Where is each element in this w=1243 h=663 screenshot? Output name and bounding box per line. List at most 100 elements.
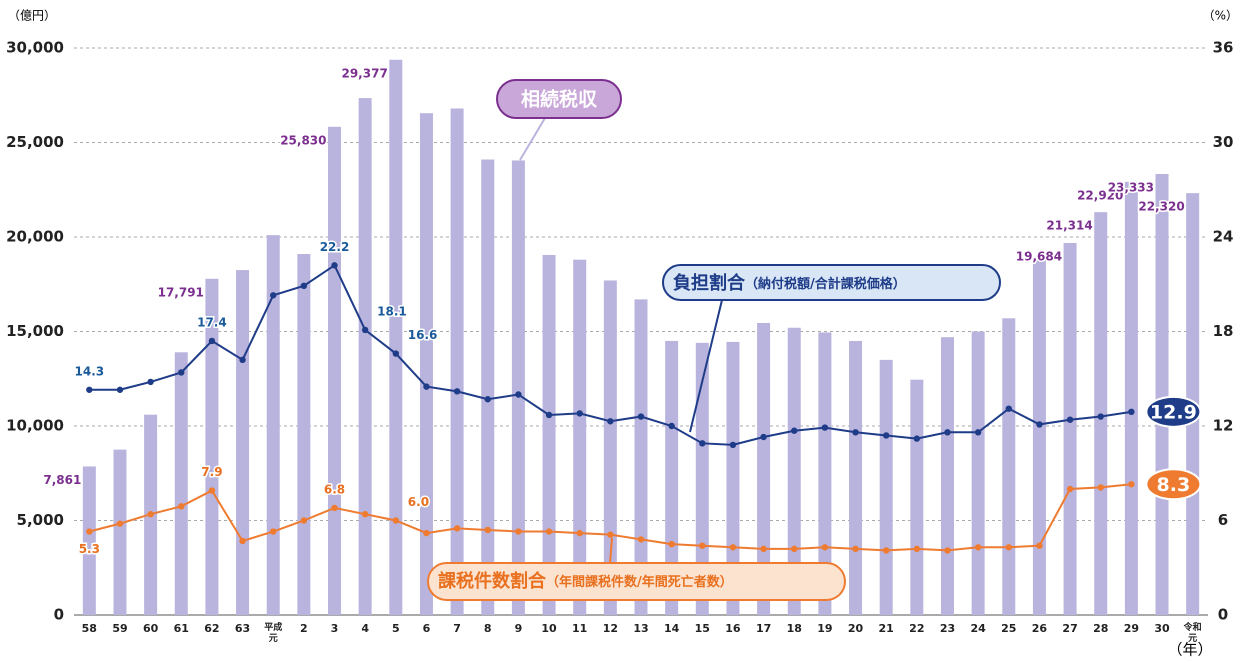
y-axis-label: （億円）: [8, 9, 56, 23]
point: [791, 545, 798, 553]
y-tick-label: 15,000: [6, 322, 64, 340]
point: [423, 529, 430, 537]
bar: [1002, 318, 1016, 615]
point: [392, 350, 400, 357]
bar: [236, 270, 250, 615]
point: [1128, 481, 1135, 488]
bar: [481, 159, 495, 615]
x-tick-label: 9: [515, 622, 523, 635]
bar: [419, 113, 433, 615]
point: [576, 529, 583, 537]
legend-name: 課税件数割合: [438, 570, 547, 592]
x-tick-label: 23: [940, 622, 955, 635]
point: [882, 547, 890, 554]
bar: [266, 235, 280, 616]
x-tick-label: 17: [756, 622, 771, 635]
point: [668, 540, 675, 548]
y2-tick-label: 30: [1213, 133, 1234, 151]
point: [760, 433, 767, 441]
point: [545, 528, 553, 535]
point: [484, 396, 491, 403]
legend-label: 課税件数割合（年間課税件数/年間死亡者数）: [438, 570, 733, 592]
y2-axis-label: （%）: [1203, 9, 1238, 23]
point: [116, 520, 124, 527]
callout-box: [427, 562, 846, 601]
value-label: 14.3: [75, 364, 105, 378]
point: [300, 282, 308, 290]
point: [699, 440, 706, 447]
value-bubble: [1145, 468, 1202, 501]
point: [86, 386, 93, 393]
bar: [113, 449, 127, 615]
point: [208, 337, 216, 345]
x-tick-label: 21: [879, 622, 894, 635]
value-label: 17.4: [197, 315, 227, 329]
bar: [389, 59, 403, 615]
point: [453, 388, 461, 395]
bar: [849, 340, 863, 615]
leader: [609, 537, 613, 564]
point: [147, 378, 154, 386]
value-label: 7.9: [201, 465, 222, 479]
bar: [940, 337, 954, 615]
bar: [695, 342, 709, 615]
bar: [297, 254, 311, 615]
point: [637, 536, 645, 543]
y2-tick-label: 24: [1213, 228, 1234, 246]
point: [515, 391, 522, 398]
y-tick-label: 10,000: [6, 417, 64, 435]
point: [239, 356, 246, 364]
bar-value-label: 22,320: [1138, 200, 1184, 214]
bar: [787, 327, 801, 615]
y-tick-label: 0: [54, 606, 64, 624]
x-tick-label: 62: [204, 622, 219, 635]
point: [1066, 416, 1074, 423]
value-bubble: [1145, 395, 1202, 428]
bar: [358, 98, 372, 615]
value-label: 22.2: [320, 240, 350, 254]
bar: [757, 322, 771, 615]
x-tick-label: 59: [112, 622, 127, 635]
y2-tick-label: 36: [1213, 39, 1234, 57]
point: [515, 528, 522, 535]
point: [852, 545, 859, 553]
point: [239, 537, 246, 545]
x-tick-label: 19: [817, 622, 832, 635]
x-tick-label: 18: [787, 622, 802, 635]
point: [178, 369, 185, 376]
point: [361, 511, 369, 518]
point: [668, 422, 675, 430]
x-tick-label: 60: [143, 622, 159, 635]
x-tick-label: 8: [484, 622, 492, 635]
x-tick-label: 12: [603, 622, 618, 635]
bar: [634, 299, 648, 615]
bar: [82, 466, 96, 615]
point: [423, 383, 430, 390]
bar: [603, 280, 617, 615]
value-label: 6.0: [408, 495, 429, 509]
x-tick-label: 4: [361, 622, 369, 635]
legend-label: 相続税収: [521, 88, 598, 111]
point: [882, 432, 890, 439]
bar: [910, 379, 924, 615]
x-tick-label: 平成元: [264, 621, 282, 644]
point: [1005, 405, 1012, 412]
point: [637, 413, 645, 420]
bar: [971, 331, 985, 615]
point: [1005, 544, 1012, 551]
point: [331, 262, 338, 269]
leader: [689, 299, 723, 433]
point: [913, 435, 921, 442]
point: [1128, 408, 1135, 416]
point: [821, 544, 829, 551]
point: [1036, 542, 1043, 549]
point: [729, 441, 737, 449]
value-label: 8.3: [1157, 474, 1191, 496]
point: [361, 326, 369, 334]
bar: [1155, 174, 1169, 616]
x-tick-label: 16: [725, 622, 741, 635]
bar: [665, 340, 679, 615]
legend-label: 負担割合（納付税額/合計課税価格）: [673, 272, 906, 294]
point: [484, 526, 491, 534]
